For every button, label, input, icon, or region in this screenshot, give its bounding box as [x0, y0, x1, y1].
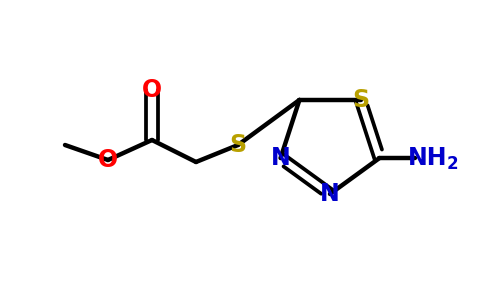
- Text: O: O: [98, 148, 118, 172]
- Text: O: O: [142, 78, 162, 102]
- Text: S: S: [229, 133, 246, 157]
- Text: 2: 2: [446, 155, 458, 173]
- Text: NH: NH: [408, 146, 447, 170]
- Text: N: N: [320, 182, 340, 206]
- Text: N: N: [271, 146, 290, 170]
- Text: S: S: [352, 88, 369, 112]
